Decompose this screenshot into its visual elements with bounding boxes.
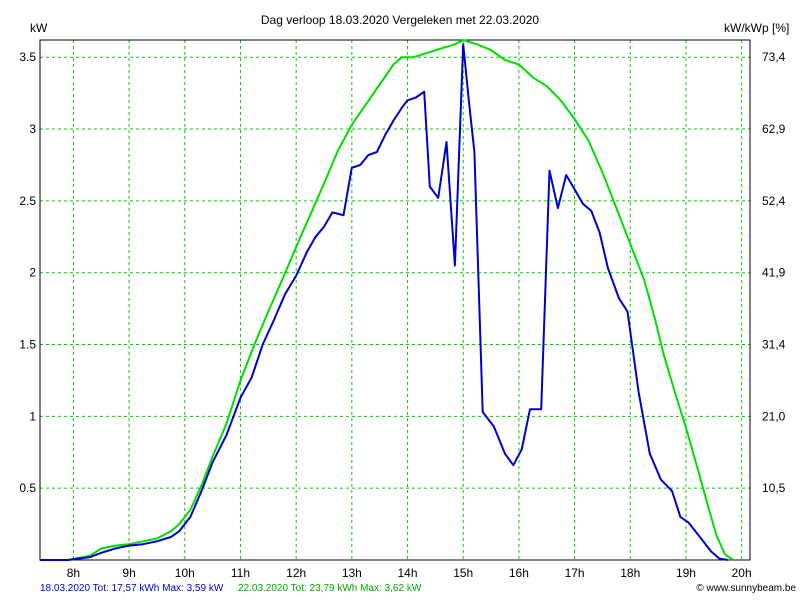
- y-tick-label-right: 31,4: [762, 338, 786, 352]
- copyright-icon: ©: [696, 583, 707, 594]
- y-axis-label-right: kW/kWp [%]: [724, 21, 789, 35]
- series-line-22.03.2020: [40, 39, 734, 561]
- y-tick-label-left: 2.5: [19, 194, 36, 208]
- series-line-18.03.2020: [40, 43, 728, 561]
- x-tick-label: 13h: [342, 566, 362, 580]
- footer-credit: © www.sunnybeam.be: [696, 583, 796, 594]
- y-tick-label-left: 3.5: [19, 50, 36, 64]
- x-tick-label: 11h: [231, 566, 250, 580]
- x-tick-label: 10h: [175, 566, 195, 580]
- chart-title: Dag verloop 18.03.2020 Vergeleken met 22…: [261, 13, 540, 27]
- x-tick-label: 8h: [67, 566, 80, 580]
- y-tick-label-right: 52,4: [762, 194, 786, 208]
- tick-labels: 8h 9h 10h 11h 12h 13h 14h 15h 16h 17h 18h 19h 20h 0.5…: [19, 50, 785, 580]
- x-tick-label: 19h: [676, 566, 696, 580]
- y-axis-label-left: kW: [30, 21, 48, 35]
- y-tick-label-right: 41,9: [762, 266, 786, 280]
- footer-stats-green: 22.03.2020 Tot: 23,79 kWh Max: 3,62 kW: [238, 583, 422, 594]
- y-tick-label-left: 2: [29, 266, 36, 280]
- y-tick-label-left: 1.5: [19, 338, 36, 352]
- y-tick-label-left: 3: [29, 122, 36, 136]
- credit-text: www.sunnybeam.be: [706, 583, 797, 594]
- footer-stats-blue: 18.03.2020 Tot: 17,57 kWh Max: 3,59 kW: [40, 583, 224, 594]
- x-tick-label: 14h: [398, 566, 418, 580]
- x-tick-label: 20h: [732, 566, 752, 580]
- series-lines: [40, 39, 734, 561]
- y-tick-label-right: 73,4: [762, 50, 786, 64]
- plot-frame: [39, 39, 751, 561]
- axes: [39, 39, 751, 561]
- y-tick-label-left: 0.5: [19, 481, 36, 495]
- x-tick-label: 16h: [509, 566, 529, 580]
- x-tick-label: 17h: [565, 566, 585, 580]
- x-tick-label: 9h: [122, 566, 135, 580]
- x-tick-label: 15h: [453, 566, 473, 580]
- y-tick-label-right: 21,0: [762, 409, 786, 423]
- y-tick-label-right: 10,5: [762, 481, 786, 495]
- x-tick-label: 18h: [620, 566, 640, 580]
- x-tick-label: 12h: [286, 566, 306, 580]
- y-tick-label-right: 62,9: [762, 122, 786, 136]
- y-tick-label-left: 1: [29, 409, 36, 423]
